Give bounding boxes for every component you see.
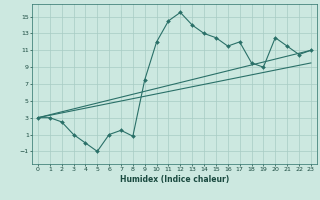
X-axis label: Humidex (Indice chaleur): Humidex (Indice chaleur) bbox=[120, 175, 229, 184]
